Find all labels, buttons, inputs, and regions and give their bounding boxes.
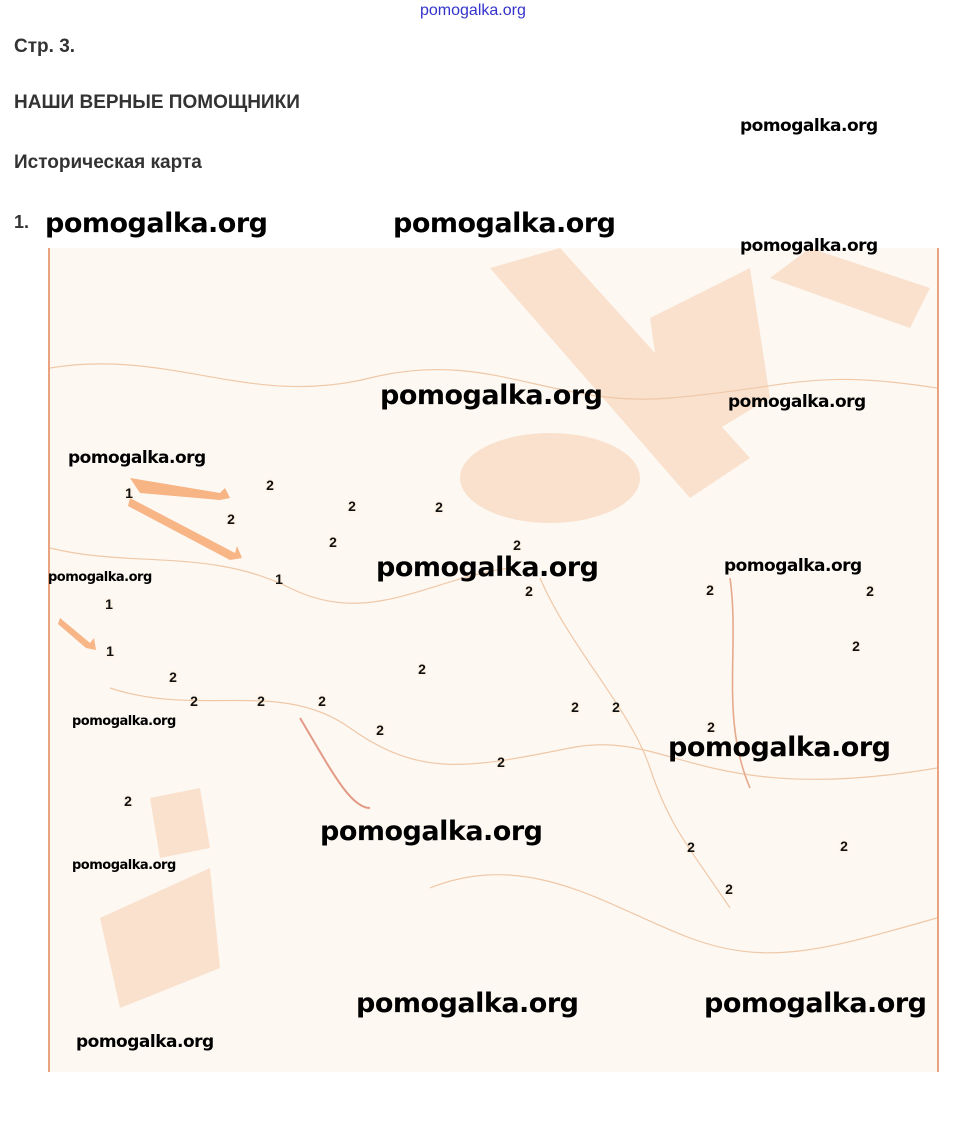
page-title: НАШИ ВЕРНЫЕ ПОМОЩНИКИ <box>14 92 300 113</box>
map-sea-shape <box>100 868 220 1008</box>
map-background <box>50 248 937 1008</box>
map-marker-2: 2 <box>725 881 733 897</box>
site-link[interactable]: pomogalka.org <box>420 2 526 19</box>
section-subtitle: Историческая карта <box>14 152 202 173</box>
map-river-line <box>109 687 937 780</box>
map-area-shape <box>150 788 210 858</box>
map-coast-line <box>50 363 937 400</box>
arrow-icon <box>130 478 230 500</box>
map-band-shape <box>650 268 770 458</box>
map-river-line <box>429 874 937 954</box>
watermark: pomogalka.org <box>740 236 878 256</box>
watermark: pomogalka.org <box>356 988 579 1019</box>
map-marker-2: 2 <box>612 699 620 715</box>
watermark: pomogalka.org <box>68 448 206 468</box>
map-marker-2: 2 <box>318 693 326 709</box>
watermark: pomogalka.org <box>48 570 152 585</box>
map-marker-2: 2 <box>124 793 132 809</box>
page-number: Стр. 3. <box>14 36 76 57</box>
watermark: pomogalka.org <box>72 858 176 873</box>
map-marker-2: 2 <box>852 638 860 654</box>
map-border-line <box>299 717 371 809</box>
watermark: pomogalka.org <box>380 380 603 411</box>
map-marker-1: 1 <box>125 485 133 501</box>
map-marker-2: 2 <box>866 583 874 599</box>
map-marker-2: 2 <box>266 477 274 493</box>
map-marker-2: 2 <box>227 511 235 527</box>
arrow-icon <box>128 498 242 560</box>
map-marker-1: 1 <box>105 596 113 612</box>
map-marker-1: 1 <box>275 571 283 587</box>
map-marker-2: 2 <box>190 693 198 709</box>
map-marker-2: 2 <box>435 499 443 515</box>
map-marker-2: 2 <box>329 534 337 550</box>
watermark: pomogalka.org <box>704 988 927 1019</box>
map-river-line <box>539 577 731 909</box>
map-marker-2: 2 <box>497 754 505 770</box>
map-marker-2: 2 <box>687 839 695 855</box>
task-number: 1. <box>14 212 30 232</box>
map-marker-2: 2 <box>169 669 177 685</box>
map-marker-2: 2 <box>706 582 714 598</box>
watermark: pomogalka.org <box>376 552 599 583</box>
map-band-shape <box>770 248 930 328</box>
map-marker-2: 2 <box>513 537 521 553</box>
watermark: pomogalka.org <box>724 556 862 576</box>
watermark: pomogalka.org <box>45 208 268 239</box>
map-river-line <box>729 577 751 789</box>
arrow-icon <box>58 618 96 650</box>
watermark: pomogalka.org <box>76 1032 214 1052</box>
watermark: pomogalka.org <box>668 732 891 763</box>
map-marker-1: 1 <box>106 643 114 659</box>
map-marker-2: 2 <box>707 719 715 735</box>
watermark: pomogalka.org <box>728 392 866 412</box>
map-river-line <box>50 547 511 604</box>
map-marker-2: 2 <box>525 583 533 599</box>
map-marker-2: 2 <box>257 693 265 709</box>
watermark: pomogalka.org <box>72 714 176 729</box>
map-marker-2: 2 <box>418 661 426 677</box>
map-band-shape <box>490 248 750 498</box>
map-sea-shape <box>460 433 640 523</box>
map-marker-2: 2 <box>571 699 579 715</box>
map-marker-2: 2 <box>840 838 848 854</box>
map-marker-2: 2 <box>348 498 356 514</box>
watermark: pomogalka.org <box>393 208 616 239</box>
watermark: pomogalka.org <box>740 116 878 136</box>
map-marker-2: 2 <box>376 722 384 738</box>
watermark: pomogalka.org <box>320 816 543 847</box>
